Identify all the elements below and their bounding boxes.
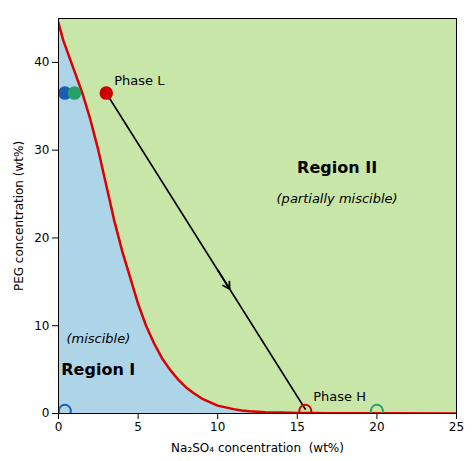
svg-text:Region I: Region I [61,360,135,379]
svg-text:10: 10 [210,420,225,434]
svg-text:40: 40 [34,55,49,69]
svg-text:20: 20 [369,420,384,434]
svg-text:Region II: Region II [297,158,377,177]
svg-text:10: 10 [34,319,49,333]
svg-text:0: 0 [42,406,50,420]
svg-text:Phase H: Phase H [313,389,366,404]
svg-text:20: 20 [34,231,49,245]
svg-text:(partially miscible): (partially miscible) [277,191,398,206]
svg-text:15: 15 [290,420,305,434]
svg-text:Phase L: Phase L [114,73,165,88]
svg-text:(miscible): (miscible) [66,331,130,346]
svg-text:Na₂SO₄ concentration (wt%): Na₂SO₄ concentration (wt%) [171,441,344,455]
svg-text:0: 0 [55,420,63,434]
svg-text:30: 30 [34,143,49,157]
svg-text:25: 25 [449,420,464,434]
svg-text:5: 5 [134,420,142,434]
svg-text:PEG concentration (wt%): PEG concentration (wt%) [12,141,26,291]
